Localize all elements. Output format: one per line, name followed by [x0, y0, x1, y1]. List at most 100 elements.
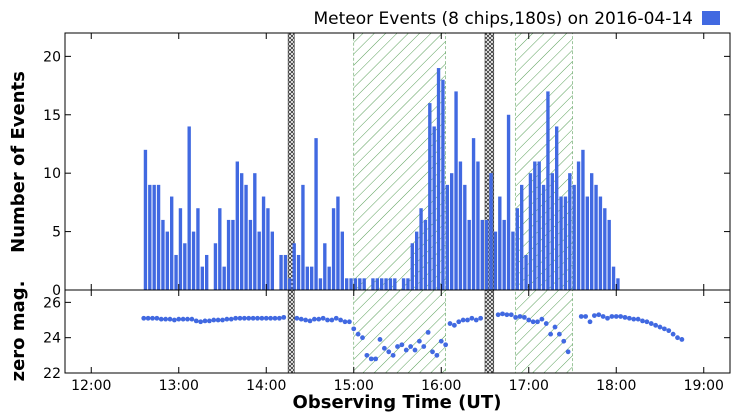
- zero-mag-point: [316, 316, 322, 322]
- zero-mag-point: [596, 312, 602, 318]
- event-bar: [485, 219, 489, 290]
- zero-mag-point: [438, 338, 444, 344]
- event-bar: [611, 266, 616, 290]
- zero-mag-point: [631, 316, 637, 322]
- event-bar: [594, 184, 598, 290]
- event-bar: [467, 219, 471, 290]
- zero-mag-point: [154, 315, 160, 321]
- zero-mag-point: [465, 317, 470, 323]
- zero-mag-points: [141, 311, 685, 362]
- zero-mag-point: [513, 314, 519, 320]
- event-bar: [253, 173, 257, 290]
- event-bar: [218, 208, 222, 290]
- event-bar: [576, 161, 581, 290]
- event-bar: [213, 243, 218, 290]
- zero-mag-point: [508, 312, 514, 318]
- event-bar: [563, 196, 568, 290]
- zero-mag-point: [145, 315, 151, 321]
- zero-mag-point: [412, 347, 418, 353]
- event-bar: [559, 196, 563, 290]
- zero-mag-point: [185, 316, 190, 322]
- event-bar: [533, 161, 537, 290]
- event-bar: [388, 278, 393, 290]
- zero-mag-point: [272, 315, 278, 321]
- x-tick-label: 18:00: [596, 378, 636, 394]
- zero-mag-point: [460, 317, 466, 323]
- zero-mag-point: [618, 314, 624, 319]
- event-bar: [607, 219, 611, 290]
- zero-mag-point: [198, 319, 204, 325]
- event-bar: [454, 91, 458, 290]
- zero-mag-point: [364, 352, 370, 358]
- event-bar: [419, 208, 423, 290]
- event-bar: [231, 219, 235, 290]
- zero-mag-point: [233, 315, 239, 321]
- zero-mag-point: [421, 344, 427, 349]
- event-bar: [156, 184, 161, 290]
- top-y-ticks: 0 5 10 15 20: [43, 49, 730, 299]
- event-bar: [511, 231, 515, 290]
- event-bar: [305, 266, 309, 290]
- zero-mag-point: [408, 344, 414, 349]
- zero-mag-point: [451, 322, 457, 328]
- zero-mag-point: [338, 317, 344, 323]
- zero-mag-point: [259, 315, 265, 321]
- zero-mag-point: [176, 316, 182, 322]
- zero-mag-point: [373, 356, 379, 362]
- event-bar: [283, 254, 288, 290]
- zero-mag-point: [263, 315, 269, 321]
- event-bar: [375, 278, 379, 290]
- zero-mag-point: [346, 319, 352, 325]
- event-bar: [174, 254, 178, 290]
- zero-mag-point: [552, 324, 558, 330]
- zero-mag-point: [517, 314, 523, 319]
- event-bar: [288, 278, 292, 290]
- zero-mag-point: [640, 318, 645, 324]
- event-bar: [546, 91, 550, 290]
- event-bar: [493, 231, 498, 290]
- event-bar: [301, 184, 305, 290]
- event-bar: [428, 103, 432, 290]
- x-tick-label: 16:00: [421, 378, 461, 394]
- data-gap-region-0: [287, 289, 295, 374]
- x-tick-label: 13:00: [159, 378, 199, 394]
- zero-mag-point: [561, 338, 567, 344]
- event-bar: [257, 231, 261, 290]
- event-bar: [506, 114, 511, 290]
- data-gap-region-1: [484, 289, 495, 374]
- event-bar: [585, 196, 589, 290]
- zero-mag-point: [202, 318, 208, 324]
- zero-mag-point: [548, 331, 554, 337]
- event-bar: [598, 196, 603, 290]
- event-bar: [498, 196, 502, 290]
- event-bar: [432, 126, 436, 290]
- event-bar: [515, 208, 519, 290]
- bottom-panel-frame: [64, 289, 731, 374]
- zero-mag-point: [434, 352, 440, 358]
- zero-mag-point: [535, 319, 540, 325]
- event-bar: [436, 68, 441, 290]
- zero-mag-point: [303, 317, 309, 323]
- event-bar: [537, 161, 541, 290]
- zero-mag-point: [167, 316, 173, 322]
- event-bar: [205, 254, 209, 290]
- event-bar: [327, 266, 331, 290]
- x-tick-label: 15:00: [334, 378, 374, 394]
- cloud-hatch-region-0: [353, 32, 446, 291]
- event-bar: [445, 184, 449, 290]
- zero-mag-point: [425, 329, 431, 335]
- zero-mag-point: [386, 349, 392, 355]
- zero-mag-point: [307, 318, 313, 324]
- zero-mag-point: [648, 321, 654, 326]
- zero-mag-point: [368, 356, 374, 362]
- x-tick-label: 14:00: [246, 378, 286, 394]
- zero-mag-point: [237, 315, 243, 321]
- zero-mag-point: [587, 319, 593, 325]
- zero-mag-point: [294, 315, 300, 321]
- event-bar: [152, 184, 156, 290]
- zero-mag-point: [495, 312, 501, 318]
- zero-mag-point: [644, 319, 650, 325]
- zero-mag-point: [456, 319, 462, 325]
- zero-mag-point: [591, 313, 597, 319]
- event-bar: [266, 208, 270, 290]
